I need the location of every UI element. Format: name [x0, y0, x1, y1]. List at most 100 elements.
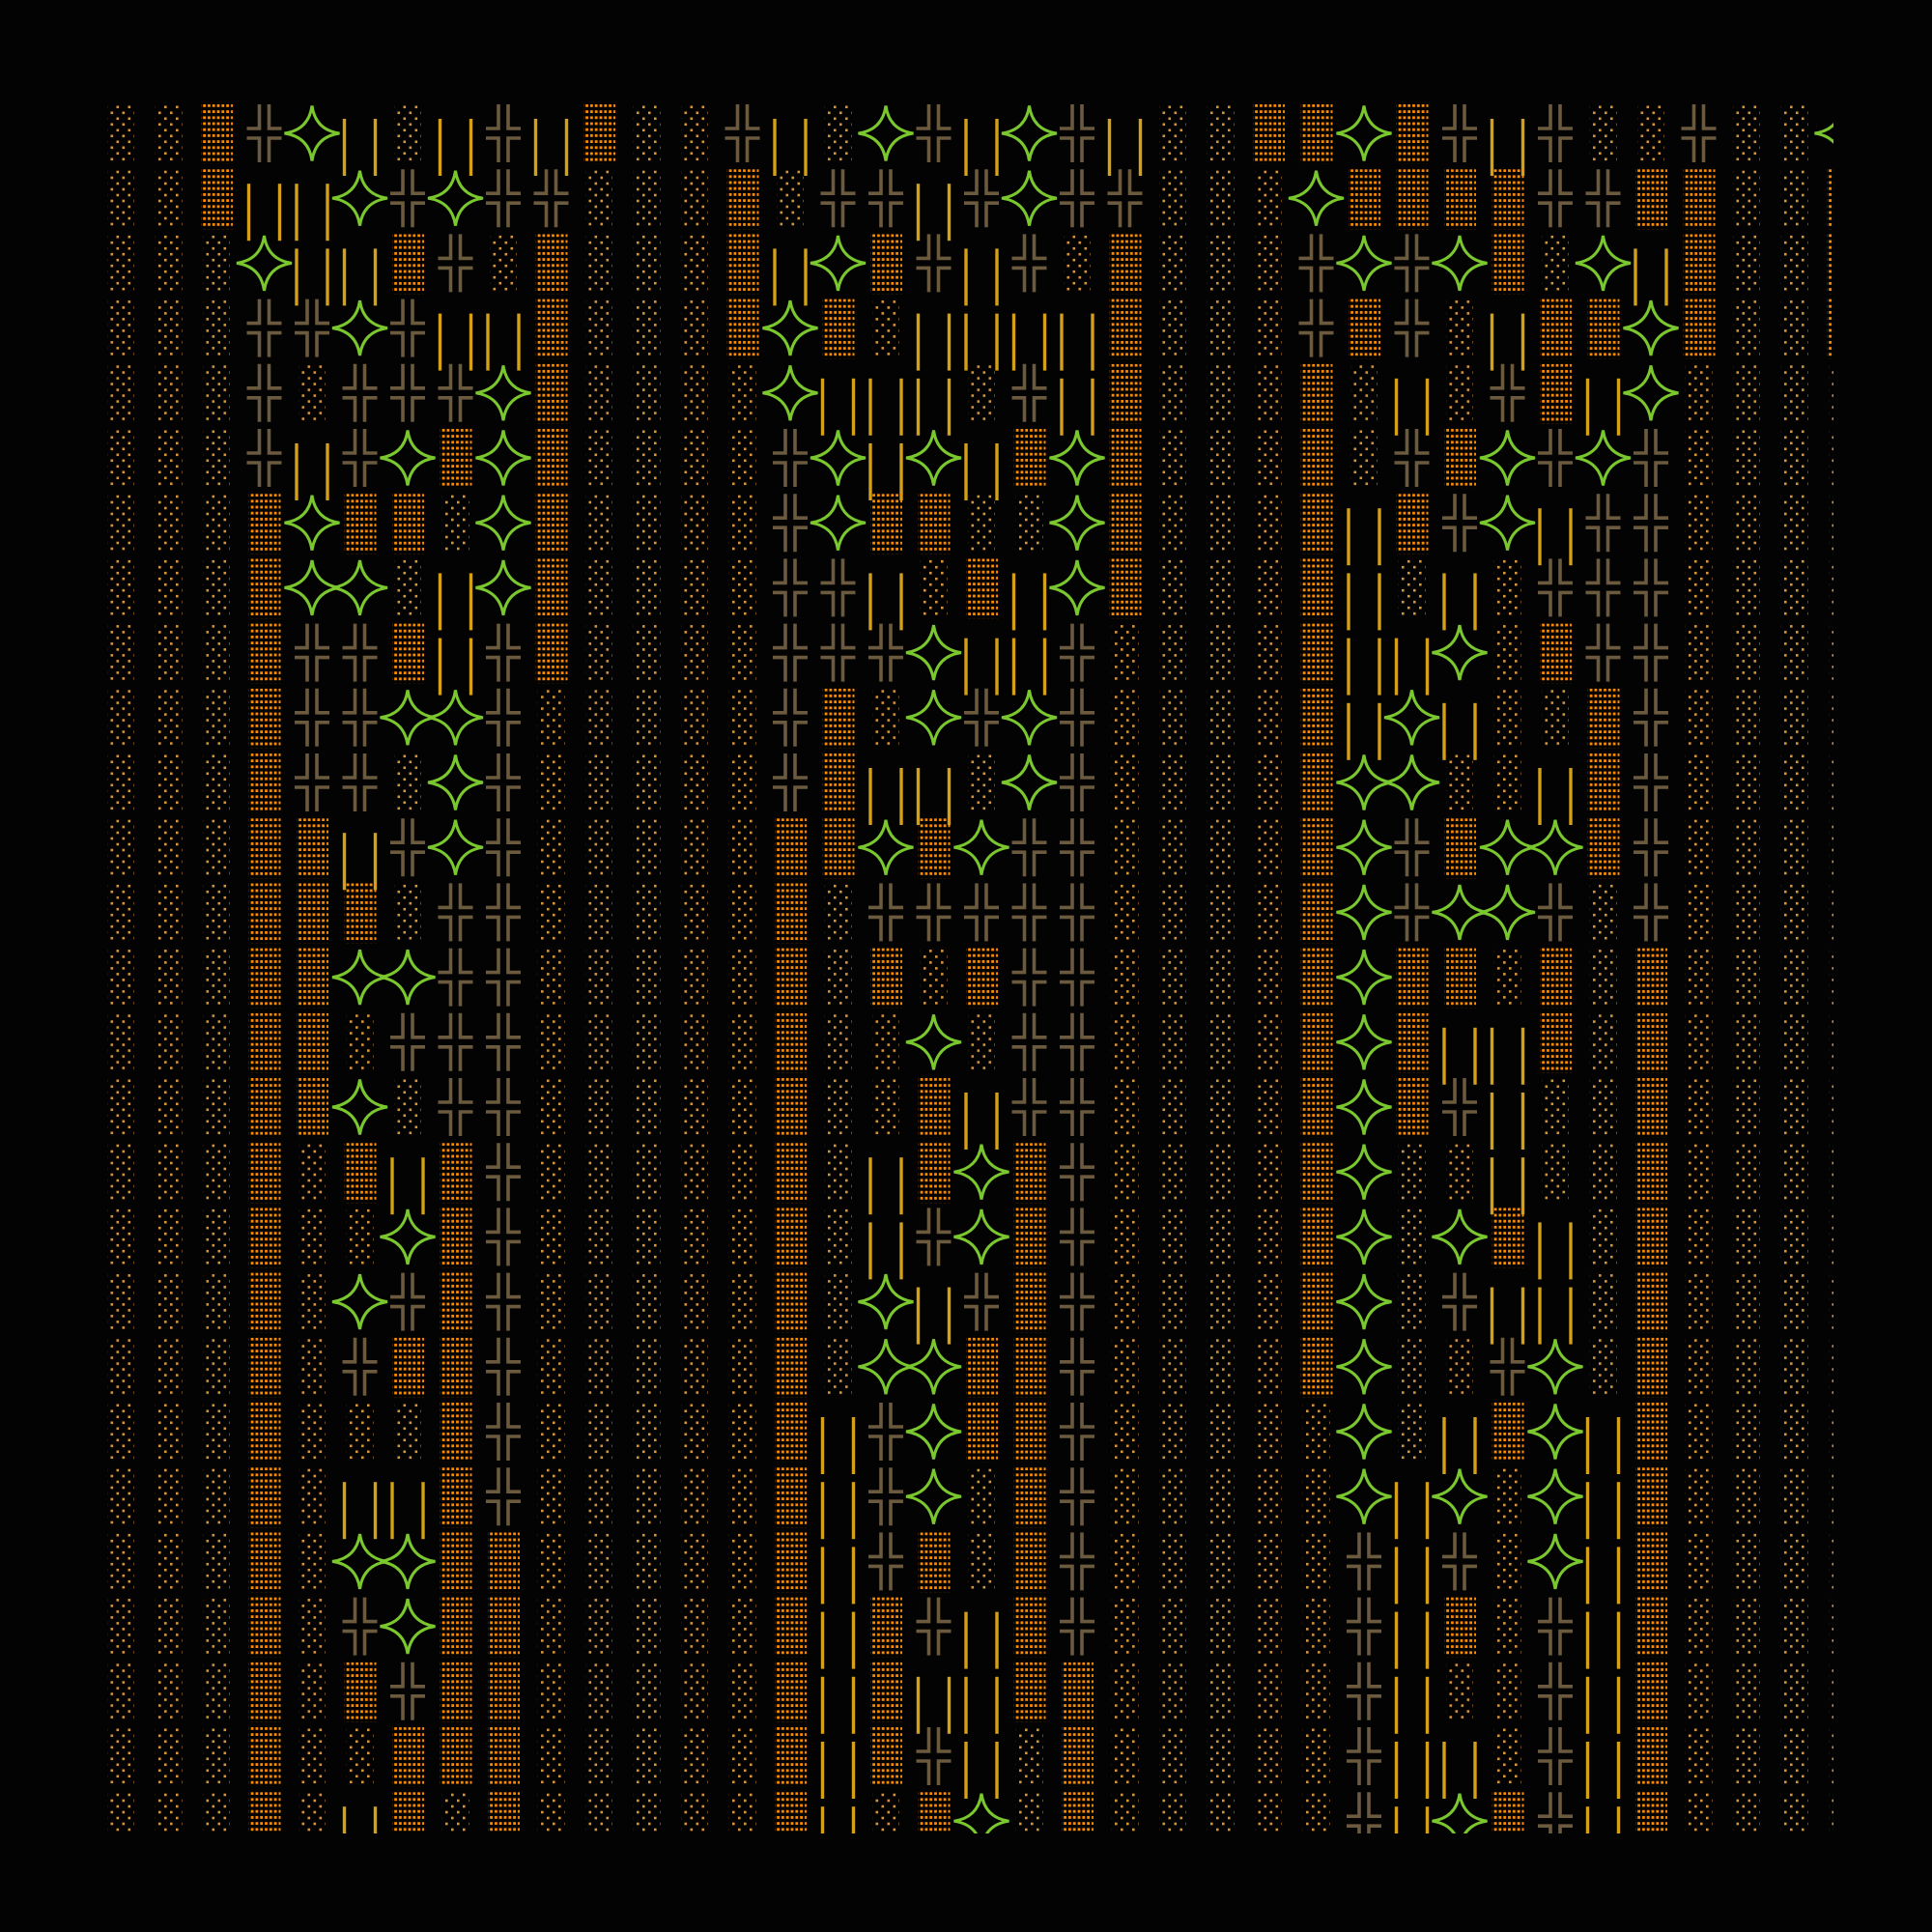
medium-shade-icon	[248, 948, 281, 1009]
light-shade-icon	[1159, 1143, 1186, 1202]
light-shade-icon	[1255, 1208, 1282, 1266]
medium-shade-icon	[1683, 234, 1716, 295]
light-shade-icon	[585, 234, 612, 293]
medium-shade-icon	[775, 1403, 807, 1463]
medium-shade-icon	[1062, 1662, 1094, 1722]
light-shade-icon	[1542, 1078, 1569, 1136]
light-shade-icon	[203, 818, 230, 877]
light-shade-icon	[872, 688, 899, 747]
light-shade-icon	[1207, 1662, 1235, 1720]
medium-shade-icon	[248, 1012, 281, 1073]
light-shade-icon	[968, 363, 995, 422]
medium-shade-icon	[1013, 1403, 1046, 1463]
light-shade-icon	[155, 234, 183, 293]
medium-shade-icon	[1013, 1272, 1046, 1333]
light-shade-icon	[1255, 494, 1282, 553]
light-shade-icon	[155, 818, 183, 877]
light-shade-icon	[107, 429, 134, 487]
light-shade-icon	[1255, 883, 1282, 942]
light-shade-icon	[681, 753, 708, 811]
light-shade-icon	[1733, 429, 1760, 487]
light-shade-icon	[728, 688, 756, 747]
light-shade-icon	[728, 818, 756, 877]
light-shade-icon	[1207, 688, 1235, 747]
medium-shade-icon	[1109, 494, 1142, 554]
light-shade-icon	[1589, 1012, 1617, 1071]
light-shade-icon	[1733, 363, 1760, 422]
light-shade-icon	[1302, 1532, 1330, 1591]
light-shade-icon	[155, 1012, 183, 1071]
light-shade-icon	[1685, 558, 1713, 617]
light-shade-icon	[728, 494, 756, 553]
light-shade-icon	[155, 429, 183, 487]
medium-shade-icon	[775, 883, 807, 944]
light-shade-icon	[681, 818, 708, 877]
light-shade-icon	[585, 1012, 612, 1071]
light-shade-icon	[633, 818, 661, 877]
medium-shade-icon	[1635, 1403, 1667, 1463]
light-shade-icon	[203, 1403, 230, 1461]
medium-shade-icon	[918, 818, 951, 879]
light-shade-icon	[537, 1078, 565, 1136]
medium-shade-icon	[297, 883, 328, 944]
light-shade-icon	[728, 1012, 756, 1071]
light-shade-icon	[1159, 234, 1186, 293]
light-shade-icon	[1780, 818, 1808, 877]
light-shade-icon	[537, 753, 565, 811]
light-shade-icon	[1733, 1597, 1760, 1656]
light-shade-icon	[1159, 948, 1186, 1007]
medium-shade-icon	[297, 1078, 328, 1138]
medium-shade-icon	[248, 883, 281, 944]
light-shade-icon	[1733, 1012, 1760, 1071]
light-shade-icon	[537, 1337, 565, 1396]
light-shade-icon	[1302, 1727, 1330, 1785]
light-shade-icon	[585, 1532, 612, 1591]
medium-shade-icon	[535, 298, 568, 359]
light-shade-icon	[1637, 104, 1664, 162]
light-shade-icon	[1111, 1727, 1139, 1785]
medium-shade-icon	[248, 1143, 281, 1204]
light-shade-icon	[107, 1403, 134, 1461]
medium-shade-icon	[488, 1532, 520, 1593]
light-shade-icon	[1733, 1532, 1760, 1591]
light-shade-icon	[681, 1337, 708, 1396]
light-shade-icon	[728, 1337, 756, 1396]
light-shade-icon	[1398, 1208, 1426, 1266]
light-shade-icon	[633, 948, 661, 1007]
light-shade-icon	[1685, 1597, 1713, 1656]
light-shade-icon	[1111, 948, 1139, 1007]
light-shade-icon	[633, 623, 661, 682]
light-shade-icon	[585, 1208, 612, 1266]
light-shade-icon	[1111, 1012, 1139, 1071]
medium-shade-icon	[248, 818, 281, 879]
light-shade-icon	[298, 1143, 326, 1202]
light-shade-icon	[203, 1337, 230, 1396]
light-shade-icon	[155, 363, 183, 422]
medium-shade-icon	[440, 1143, 472, 1204]
medium-shade-icon	[1300, 558, 1333, 619]
medium-shade-icon	[488, 1597, 520, 1658]
light-shade-icon	[1207, 1597, 1235, 1656]
light-shade-icon	[1780, 1467, 1808, 1526]
light-shade-icon	[1207, 753, 1235, 811]
medium-shade-icon	[248, 753, 281, 813]
light-shade-icon	[203, 1662, 230, 1720]
light-shade-icon	[107, 1597, 134, 1656]
light-shade-icon	[537, 1597, 565, 1656]
light-shade-icon	[203, 688, 230, 747]
medium-shade-icon	[535, 429, 568, 489]
light-shade-icon	[872, 1078, 899, 1136]
medium-shade-icon	[440, 1337, 472, 1398]
medium-shade-icon	[297, 818, 328, 879]
light-shade-icon	[1207, 234, 1235, 293]
light-shade-icon	[1255, 818, 1282, 877]
light-shade-icon	[585, 1467, 612, 1526]
light-shade-icon	[537, 1532, 565, 1591]
light-shade-icon	[1589, 883, 1617, 942]
light-shade-icon	[633, 1597, 661, 1656]
light-shade-icon	[203, 558, 230, 617]
medium-shade-icon	[297, 948, 328, 1009]
medium-shade-icon	[392, 1727, 424, 1787]
light-shade-icon	[537, 1272, 565, 1331]
light-shade-icon	[203, 363, 230, 422]
